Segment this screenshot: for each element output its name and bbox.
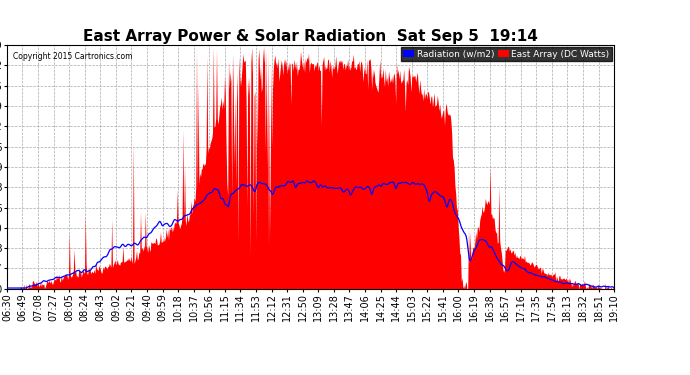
Legend: Radiation (w/m2), East Array (DC Watts): Radiation (w/m2), East Array (DC Watts)	[401, 47, 612, 61]
Text: Copyright 2015 Cartronics.com: Copyright 2015 Cartronics.com	[13, 53, 132, 61]
Title: East Array Power & Solar Radiation  Sat Sep 5  19:14: East Array Power & Solar Radiation Sat S…	[83, 29, 538, 44]
